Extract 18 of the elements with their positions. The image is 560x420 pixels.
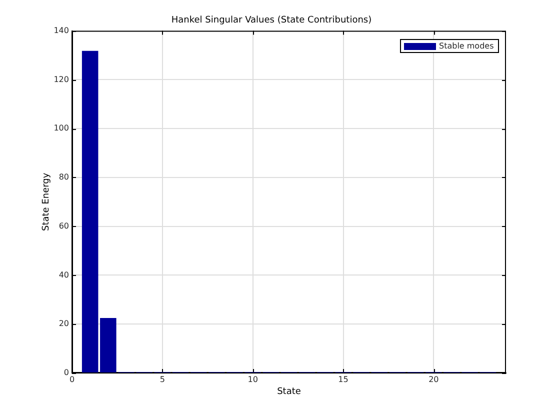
x-tick-label: 5 — [160, 374, 165, 384]
y-tick-label: 60 — [58, 221, 69, 230]
y-tick-label: 140 — [54, 26, 69, 35]
y-tick-label: 100 — [54, 124, 69, 133]
x-axis-title: State — [277, 386, 302, 397]
y-tick-label: 0 — [64, 368, 69, 378]
x-tick-label: 15 — [338, 374, 348, 384]
y-tick-label: 120 — [54, 74, 69, 84]
bar — [82, 50, 98, 372]
y-tick-label: 80 — [58, 172, 69, 182]
chart-title: Hankel Singular Values (State Contributions) — [171, 16, 372, 26]
legend-label: Stable modes — [439, 42, 494, 51]
y-tick-label: 20 — [58, 319, 69, 328]
y-tick-label: 40 — [58, 270, 69, 280]
x-tick-label: 0 — [69, 374, 75, 384]
y-axis-title: State Energy — [42, 172, 52, 231]
x-tick-label: 10 — [248, 374, 258, 384]
x-tick-label: 20 — [428, 374, 439, 384]
